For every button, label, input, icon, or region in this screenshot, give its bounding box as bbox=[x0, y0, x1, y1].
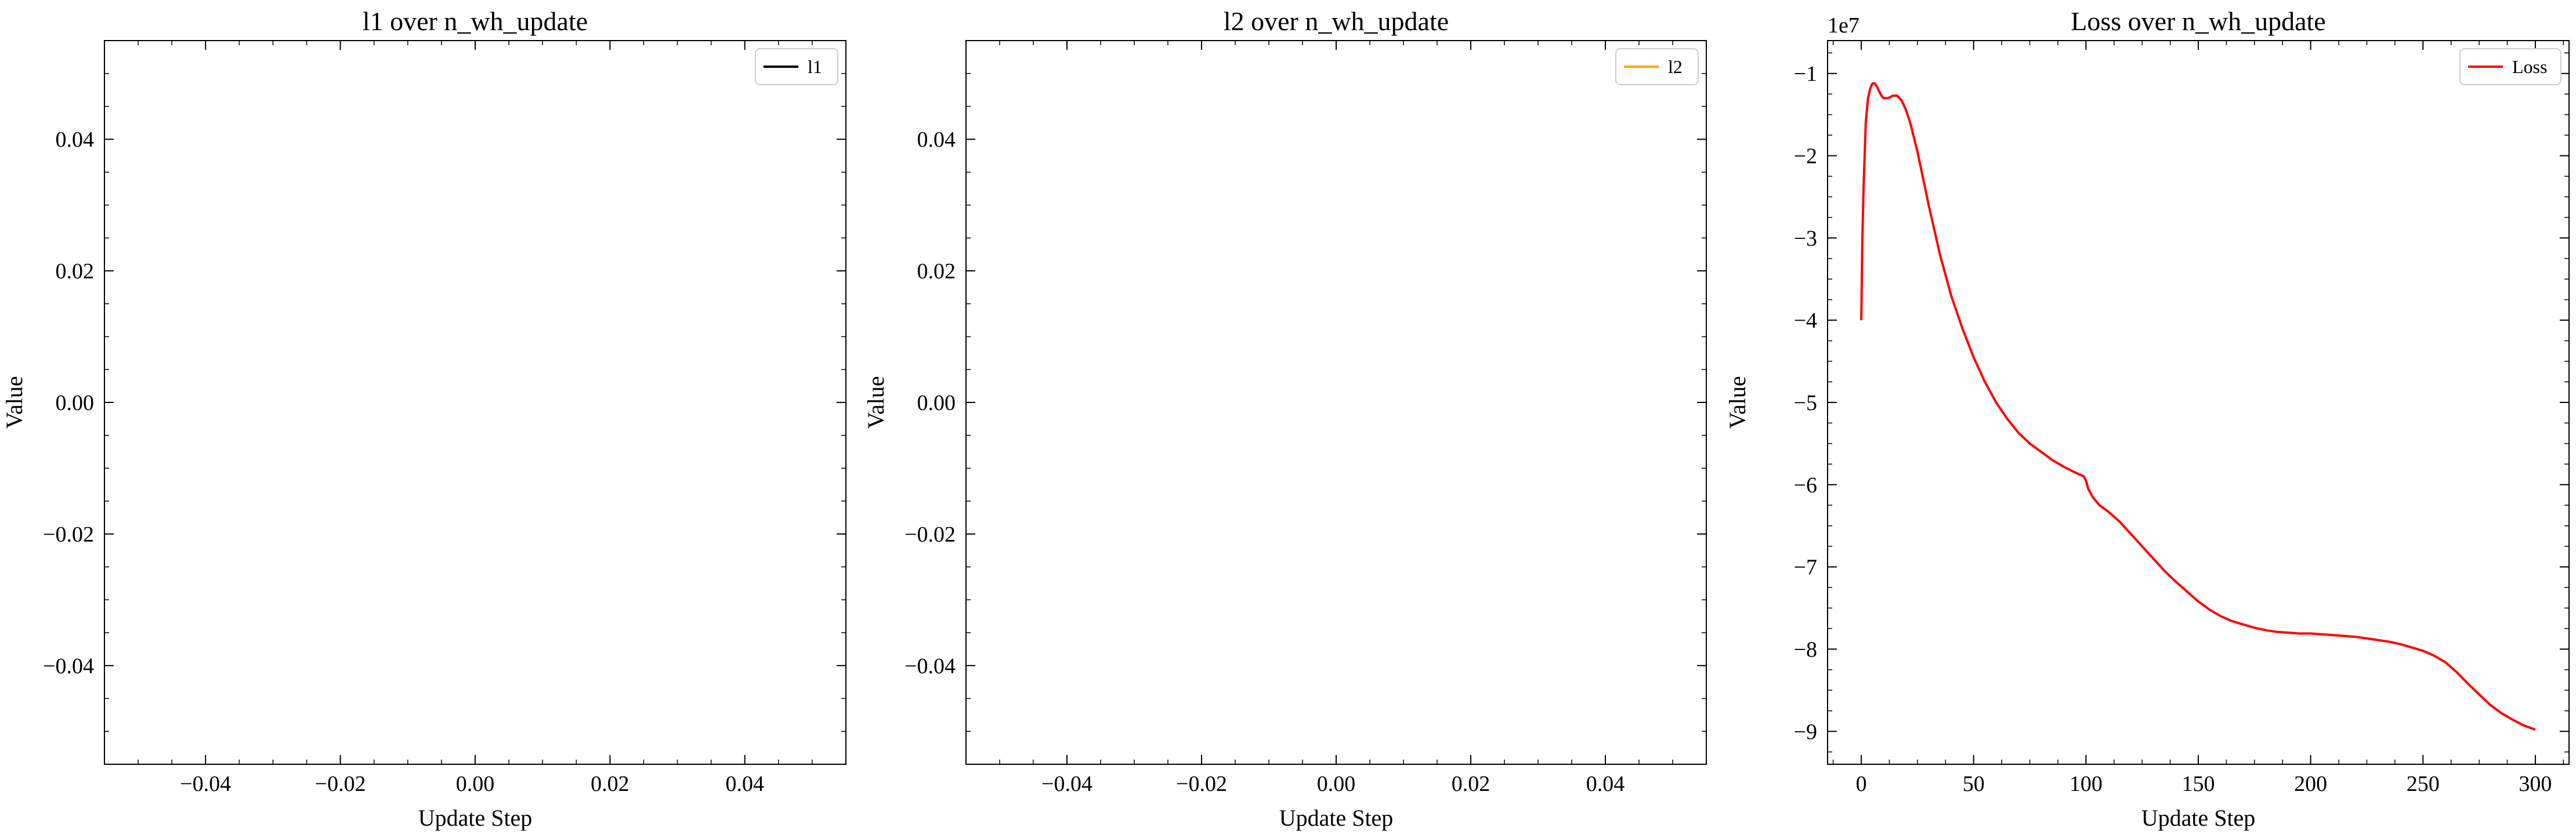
x-tick-label: −0.02 bbox=[315, 772, 366, 796]
y-tick-label: 0.02 bbox=[56, 259, 95, 284]
x-tick-label: 100 bbox=[2070, 772, 2103, 796]
x-axis-label: Update Step bbox=[418, 805, 533, 831]
y-tick-label: −6 bbox=[1794, 473, 1817, 498]
legend-box bbox=[2459, 48, 2561, 85]
y-tick-label: −2 bbox=[1794, 144, 1817, 169]
x-tick-label: 0.04 bbox=[725, 772, 764, 796]
x-axis-label: Update Step bbox=[1279, 805, 1394, 831]
series-line-Loss bbox=[1860, 82, 2536, 731]
y-tick-label: 0.04 bbox=[917, 128, 956, 152]
y-tick-label: −5 bbox=[1794, 391, 1817, 415]
x-tick-label: 0.02 bbox=[1452, 772, 1490, 796]
x-tick-label: 50 bbox=[1963, 772, 1985, 796]
x-tick-label: 250 bbox=[2407, 772, 2440, 796]
x-tick-label: 0.04 bbox=[1586, 772, 1625, 796]
y-tick-label: 0.02 bbox=[917, 259, 956, 284]
x-tick-label: 0.00 bbox=[1317, 772, 1356, 796]
y-tick-label: −0.02 bbox=[43, 522, 94, 547]
x-tick-label: 0.02 bbox=[591, 772, 629, 796]
legend-label: l1 bbox=[808, 56, 822, 77]
x-tick-label: −0.02 bbox=[1176, 772, 1227, 796]
y-axis-label: Value bbox=[1, 376, 27, 429]
chart-title: Loss over n_wh_update bbox=[2071, 6, 2325, 36]
x-tick-label: −0.04 bbox=[180, 772, 231, 796]
x-tick-label: 0.00 bbox=[456, 772, 495, 796]
y-tick-label: −0.04 bbox=[43, 654, 94, 678]
y-tick-label: −3 bbox=[1794, 226, 1817, 251]
x-tick-label: 0 bbox=[1856, 772, 1867, 796]
y-tick-label: −0.04 bbox=[905, 654, 956, 678]
x-tick-label: 150 bbox=[2182, 772, 2215, 796]
x-tick-label: 300 bbox=[2519, 772, 2552, 796]
y-tick-label: −1 bbox=[1794, 62, 1817, 86]
y-tick-label: −0.02 bbox=[905, 522, 956, 547]
y-tick-label: 0.00 bbox=[56, 391, 95, 415]
y-offset-label: 1e7 bbox=[1828, 13, 1859, 38]
y-tick-label: 0.04 bbox=[56, 128, 95, 152]
chart-title: l2 over n_wh_update bbox=[1224, 6, 1449, 36]
legend-label: Loss bbox=[2512, 56, 2547, 77]
chart-title: l1 over n_wh_update bbox=[363, 6, 588, 36]
l2-panel: −0.04 −0.02 0.00 0.02 0.04 −0.04 −0.02 0.00 0.02… bbox=[863, 6, 1707, 831]
y-axis-label: Value bbox=[863, 376, 889, 429]
y-axis-label: Value bbox=[1724, 376, 1750, 429]
legend-label: l2 bbox=[1668, 56, 1683, 77]
loss-panel: 0 50 100 150 200 250 300 −9 −8 −7 −6 −5 −4 −3 −2 −1 Loss… bbox=[1724, 6, 2570, 831]
y-tick-label: −4 bbox=[1794, 308, 1817, 333]
x-tick-label: −0.04 bbox=[1041, 772, 1092, 796]
y-tick-label: −7 bbox=[1794, 556, 1817, 580]
l1-panel: −0.04 −0.02 0.00 0.02 0.04 −0.04 −0.02 0.00 0.02… bbox=[1, 6, 846, 831]
y-tick-label: −9 bbox=[1794, 720, 1817, 744]
x-axis-label: Update Step bbox=[2141, 805, 2256, 831]
x-tick-label: 200 bbox=[2294, 772, 2327, 796]
y-tick-label: −8 bbox=[1794, 637, 1817, 662]
y-tick-label: 0.00 bbox=[917, 391, 956, 415]
